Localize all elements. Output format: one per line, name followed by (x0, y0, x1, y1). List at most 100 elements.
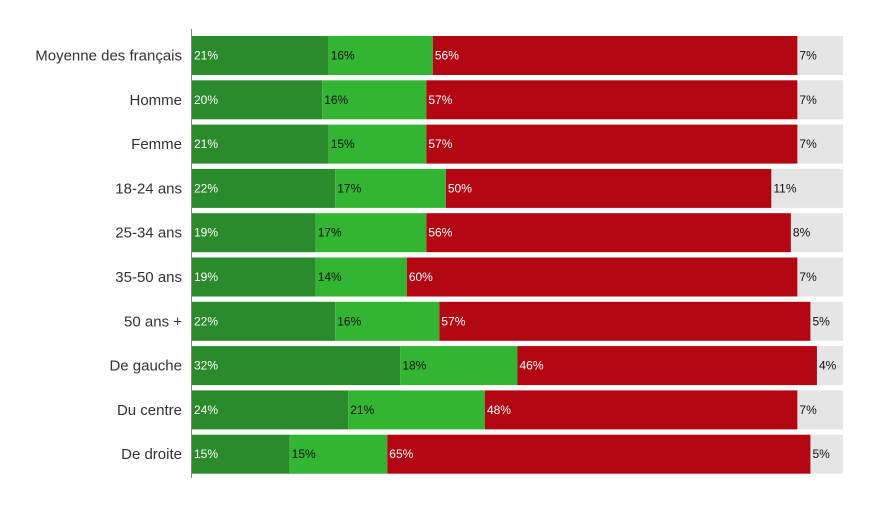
category-label: Femme (131, 136, 182, 153)
bar-value-label: 19% (194, 270, 218, 284)
bar-value-label: 24% (194, 403, 218, 417)
bar-row: 15% 15% 65% 5% (192, 434, 843, 474)
bar-segment (192, 124, 329, 164)
bar-segment (192, 301, 336, 341)
bar-segment (797, 124, 843, 164)
bar-segment (797, 36, 843, 75)
category-label: Homme (129, 92, 182, 109)
bar-value-label: 17% (318, 226, 342, 240)
bar-value-label: 65% (389, 447, 413, 461)
bar-value-label: 22% (194, 181, 218, 195)
bar-segment (192, 80, 323, 120)
bar-segment (192, 390, 349, 430)
bar-value-label: 15% (194, 447, 218, 461)
bar-row: 21% 15% 57% 7% (192, 124, 843, 164)
bar-segment (445, 168, 772, 208)
bar-segment (406, 257, 798, 297)
bar-value-label: 46% (520, 359, 544, 373)
category-label: Du centre (117, 402, 182, 419)
bar-value-label: 4% (819, 359, 837, 373)
category-label: De gauche (109, 358, 182, 375)
bar-value-label: 15% (292, 447, 316, 461)
bar-row: 32% 18% 46% 4% (192, 346, 843, 386)
bar-value-label: 7% (799, 93, 817, 107)
bar-value-label: 56% (428, 226, 452, 240)
bar-segment (771, 168, 843, 208)
bar-value-label: 21% (194, 49, 218, 63)
bar-segment (315, 257, 407, 297)
bar-value-label: 11% (773, 181, 796, 195)
bar-row: 24% 21% 48% 7% (192, 390, 843, 430)
category-label: Moyenne des français (35, 48, 182, 65)
bar-row: 22% 17% 50% 11% (192, 168, 843, 208)
bar-segment (322, 80, 427, 120)
bar-value-label: 7% (799, 270, 817, 284)
bar-value-label: 7% (799, 49, 817, 63)
bar-segment (348, 390, 485, 430)
bar-segment (790, 213, 843, 253)
bar-value-label: 16% (331, 49, 355, 63)
bar-segment (192, 168, 336, 208)
bar-value-label: 21% (194, 137, 218, 151)
bars-group: 21% 16% 56% 7% 20% 16% 57% 7% 21% 15% 57% 7% 22% 17% 5… (192, 36, 843, 474)
bar-value-label: 57% (428, 137, 452, 151)
bar-value-label: 5% (812, 314, 830, 328)
bar-value-label: 50% (448, 181, 472, 195)
bar-segment (426, 124, 798, 164)
bar-value-label: 7% (799, 403, 817, 417)
bar-segment (797, 80, 843, 120)
bar-segment (400, 346, 518, 386)
bar-segment (315, 213, 427, 253)
bar-value-label: 17% (337, 181, 361, 195)
bar-segment (810, 301, 843, 341)
bar-value-label: 48% (487, 403, 511, 417)
bar-segment (289, 434, 388, 474)
bar-value-label: 20% (194, 93, 218, 107)
bar-value-label: 19% (194, 226, 218, 240)
bar-row: 19% 17% 56% 8% (192, 213, 843, 253)
bar-row: 20% 16% 57% 7% (192, 80, 843, 120)
bar-value-label: 18% (402, 359, 426, 373)
bar-segment (328, 124, 427, 164)
bar-segment (192, 213, 316, 253)
bar-segment (192, 434, 290, 474)
bar-segment (426, 213, 791, 253)
category-label: 25-34 ans (115, 225, 182, 242)
bar-value-label: 14% (318, 270, 342, 284)
bar-segment (432, 36, 798, 75)
bar-segment (484, 390, 798, 430)
bar-segment (335, 301, 440, 341)
bar-segment (328, 36, 433, 75)
bar-value-label: 22% (194, 314, 218, 328)
category-label: De droite (121, 446, 182, 463)
bar-value-label: 57% (428, 93, 452, 107)
bar-value-label: 21% (350, 403, 374, 417)
bar-segment (517, 346, 817, 386)
bar-value-label: 56% (435, 49, 459, 63)
bar-segment (797, 257, 843, 297)
bar-segment (387, 434, 811, 474)
bar-row: 19% 14% 60% 7% (192, 257, 843, 297)
category-label: 18-24 ans (115, 180, 182, 197)
bar-value-label: 5% (812, 447, 830, 461)
bar-segment (192, 346, 401, 386)
bar-value-label: 16% (337, 314, 361, 328)
bar-value-label: 16% (324, 93, 348, 107)
bar-row: 21% 16% 56% 7% (192, 36, 843, 75)
bar-segment (439, 301, 811, 341)
category-label: 50 ans + (124, 313, 182, 330)
category-labels-group: Moyenne des français Homme Femme 18-24 ans 2… (35, 48, 182, 464)
bar-value-label: 7% (799, 137, 817, 151)
bar-segment (335, 168, 446, 208)
bar-segment (797, 390, 843, 430)
bar-value-label: 15% (331, 137, 355, 151)
bar-segment (192, 36, 329, 75)
bar-row: 22% 16% 57% 5% (192, 301, 843, 341)
bar-value-label: 57% (441, 314, 465, 328)
bar-segment (426, 80, 798, 120)
bar-segment (192, 257, 316, 297)
bar-value-label: 60% (409, 270, 433, 284)
category-label: 35-50 ans (115, 269, 182, 286)
bar-value-label: 32% (194, 359, 218, 373)
